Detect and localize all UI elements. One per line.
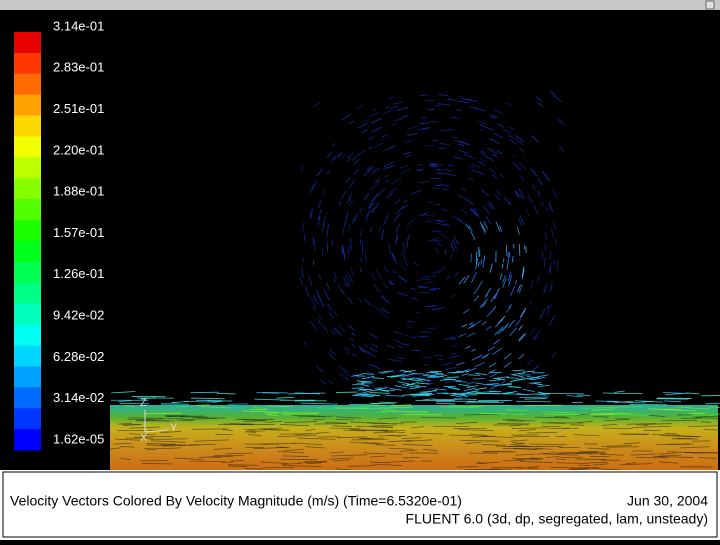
velocity-vector [176, 420, 194, 421]
colorbar-swatch [14, 220, 41, 241]
velocity-vector [264, 413, 302, 414]
velocity-vector [352, 388, 364, 389]
velocity-vector [422, 128, 430, 129]
colorbar-swatch [14, 157, 41, 178]
velocity-vector [142, 463, 173, 464]
colorbar-swatch [14, 346, 41, 367]
close-button[interactable] [706, 1, 714, 9]
colorbar-label: 1.62e-05 [53, 431, 104, 446]
velocity-vector [145, 413, 181, 414]
colorbar-swatch [14, 116, 41, 137]
colorbar-swatch [14, 325, 41, 346]
velocity-vector [484, 255, 485, 261]
colorbar-swatch [14, 429, 41, 450]
colorbar-swatch [14, 178, 41, 199]
colorbar-swatch [14, 366, 41, 387]
triad-y-label: Y [170, 422, 178, 434]
velocity-vector [489, 391, 501, 392]
colorbar-swatch [14, 53, 41, 74]
velocity-vector [303, 257, 304, 262]
colorbar-swatch [14, 408, 41, 429]
velocity-vector [488, 469, 512, 470]
colorbar-label: 1.26e-01 [53, 266, 104, 281]
colorbar-swatch [14, 74, 41, 95]
triad-x-label: X [140, 432, 148, 444]
colorbar-swatch [14, 137, 41, 158]
colorbar-swatch [14, 262, 41, 283]
colorbar-swatch [14, 283, 41, 304]
velocity-vector [342, 246, 343, 255]
velocity-vector [336, 419, 353, 420]
colorbar-label: 2.83e-01 [53, 60, 104, 75]
velocity-vector [589, 462, 607, 463]
colorbar-label: 2.20e-01 [53, 142, 104, 157]
colorbar-swatch [14, 304, 41, 325]
velocity-vector [375, 445, 395, 446]
colorbar-label: 3.14e-02 [53, 390, 104, 405]
colorbar-label: 1.57e-01 [53, 225, 104, 240]
velocity-vector [505, 410, 529, 411]
velocity-vector [364, 394, 376, 395]
velocity-vector [571, 425, 585, 426]
velocity-vector [438, 148, 445, 149]
colorbar-label: 2.51e-01 [53, 101, 104, 116]
velocity-vector [370, 403, 394, 404]
colorbar-swatch [14, 241, 41, 262]
colorbar-swatch [14, 95, 41, 116]
velocity-vector [403, 457, 420, 458]
footer-description: Velocity Vectors Colored By Velocity Mag… [10, 493, 462, 509]
title-bar [0, 0, 720, 10]
colorbar-swatch [14, 199, 41, 220]
triad-z-label: Z [140, 397, 147, 409]
colorbar-label: 1.88e-01 [53, 184, 104, 199]
velocity-vector [420, 95, 428, 96]
velocity-vector [512, 414, 525, 415]
colorbar-label: 9.42e-02 [53, 308, 104, 323]
velocity-vector [435, 204, 440, 205]
velocity-vector [268, 406, 293, 407]
velocity-vector [546, 393, 584, 394]
colorbar-label: 3.14e-01 [53, 18, 104, 33]
colorbar-swatch [14, 32, 41, 53]
footer-solver: FLUENT 6.0 (3d, dp, segregated, lam, uns… [406, 511, 708, 527]
footer-date: Jun 30, 2004 [627, 493, 708, 509]
colorbar-swatch [14, 387, 41, 408]
colorbar-label: 6.28e-02 [53, 349, 104, 364]
